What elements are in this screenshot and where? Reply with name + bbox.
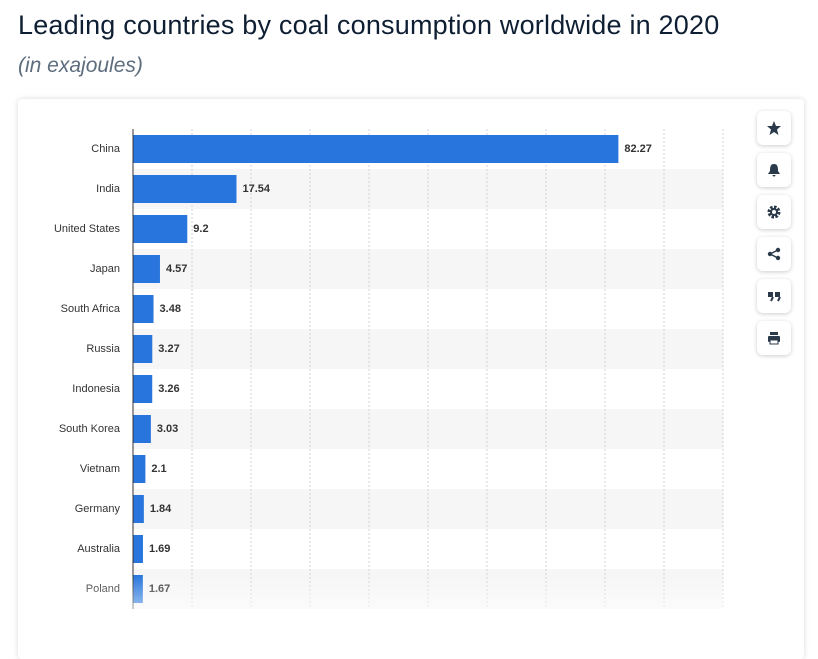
bar xyxy=(133,455,146,483)
title: Leading countries by coal consumption wo… xyxy=(18,10,720,40)
y-tick-label: China xyxy=(91,143,121,155)
bar xyxy=(133,415,151,443)
cite-button[interactable] xyxy=(757,279,791,313)
value-label: 1.84 xyxy=(150,503,172,515)
favorite-button[interactable] xyxy=(757,111,791,145)
value-label: 3.26 xyxy=(158,383,179,395)
bar xyxy=(133,495,144,523)
share-button[interactable] xyxy=(757,237,791,271)
print-icon xyxy=(768,332,780,345)
bar xyxy=(133,175,237,203)
y-tick-label: South Africa xyxy=(61,303,121,315)
value-label: 17.54 xyxy=(242,183,270,195)
value-label: 4.57 xyxy=(166,263,187,275)
notify-button[interactable] xyxy=(757,153,791,187)
subtitle: (in exajoules) xyxy=(18,54,143,77)
bar xyxy=(133,295,154,323)
y-tick-label: India xyxy=(96,183,121,195)
value-label: 2.1 xyxy=(151,463,166,475)
bar xyxy=(133,215,188,243)
value-label: 3.27 xyxy=(158,343,179,355)
chart: China 82.27 India 17.54 United States 9.2 Japa… xyxy=(19,129,739,628)
gear-icon xyxy=(767,205,781,219)
value-label: 3.48 xyxy=(160,303,181,315)
bar xyxy=(133,135,619,163)
bar xyxy=(133,535,143,563)
bar xyxy=(133,375,153,403)
page: Leading countries by coal consumption wo… xyxy=(18,10,791,628)
quote-icon xyxy=(768,292,781,302)
value-label: 9.2 xyxy=(193,223,208,235)
value-label: 82.27 xyxy=(624,143,652,155)
y-tick-label: United States xyxy=(54,223,121,235)
y-tick-label: Germany xyxy=(75,503,121,515)
y-tick-label: Indonesia xyxy=(72,383,121,395)
bar xyxy=(133,335,153,363)
value-label: 1.69 xyxy=(149,543,170,555)
y-tick-label: Vietnam xyxy=(80,463,120,475)
bell-icon xyxy=(768,164,780,177)
print-button[interactable] xyxy=(757,321,791,355)
star-icon xyxy=(767,121,781,135)
fade-overlay xyxy=(19,575,739,628)
y-tick-label: Russia xyxy=(86,343,121,355)
y-tick-label: Australia xyxy=(77,543,121,555)
bar xyxy=(133,255,160,283)
y-tick-label: South Korea xyxy=(59,423,121,435)
value-label: 3.03 xyxy=(157,423,178,435)
settings-button[interactable] xyxy=(757,195,791,229)
share-icon xyxy=(767,247,781,261)
y-tick-label: Japan xyxy=(90,263,120,275)
